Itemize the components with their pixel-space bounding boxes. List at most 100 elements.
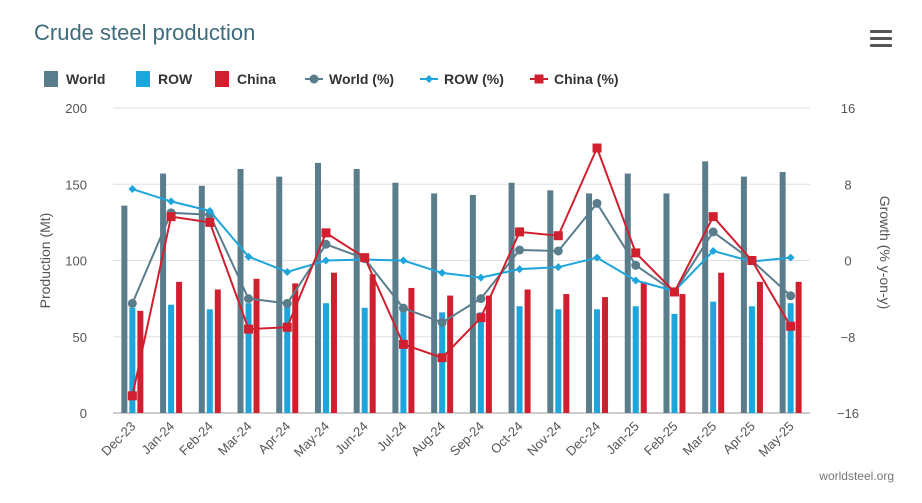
legend-label-china[interactable]: China [237, 71, 276, 87]
point-china[interactable] [282, 322, 292, 332]
bar-china[interactable] [292, 283, 299, 413]
point-row[interactable] [399, 256, 408, 265]
point-china[interactable] [786, 321, 796, 331]
bar-world[interactable] [586, 193, 593, 413]
point-world[interactable] [515, 245, 525, 255]
bar-china[interactable] [718, 272, 725, 413]
bar-world[interactable] [160, 173, 167, 413]
bar-row[interactable] [555, 309, 562, 413]
point-world[interactable] [708, 227, 718, 237]
bar-row[interactable] [322, 303, 329, 413]
point-row[interactable] [786, 253, 795, 262]
point-row[interactable] [593, 253, 602, 262]
point-china[interactable] [631, 248, 641, 258]
bar-world[interactable] [121, 205, 128, 413]
point-china[interactable] [360, 253, 370, 263]
point-row[interactable] [515, 265, 524, 274]
point-china[interactable] [398, 339, 408, 349]
bar-row[interactable] [439, 312, 446, 413]
bar-row[interactable] [710, 301, 717, 413]
bar-china[interactable] [679, 294, 686, 413]
point-row[interactable] [128, 185, 137, 194]
bar-china[interactable] [330, 272, 337, 413]
bar-china[interactable] [485, 295, 492, 413]
bar-row[interactable] [671, 313, 678, 413]
point-china[interactable] [437, 353, 447, 363]
point-row[interactable] [283, 267, 292, 276]
bar-china[interactable] [524, 289, 531, 413]
bar-world[interactable] [198, 185, 205, 413]
point-row[interactable] [476, 273, 485, 282]
point-world[interactable] [244, 294, 254, 304]
point-row[interactable] [321, 256, 330, 265]
bar-row[interactable] [206, 309, 213, 413]
bar-world[interactable] [740, 176, 747, 413]
bar-world[interactable] [779, 172, 786, 413]
bar-china[interactable] [176, 281, 183, 413]
bar-row[interactable] [400, 307, 407, 413]
point-world[interactable] [592, 198, 602, 208]
legend-symbol-china[interactable] [215, 71, 229, 87]
point-world[interactable] [437, 317, 447, 327]
bar-china[interactable] [602, 297, 609, 413]
bar-row[interactable] [632, 306, 639, 413]
bar-china[interactable] [447, 295, 454, 413]
bar-row[interactable] [245, 303, 252, 413]
bar-china[interactable] [253, 278, 260, 413]
bar-china[interactable] [756, 281, 763, 413]
legend-symbol-row[interactable] [136, 71, 150, 87]
legend-label-china[interactable]: China (%) [554, 71, 619, 87]
point-china[interactable] [166, 212, 176, 222]
bar-world[interactable] [276, 176, 283, 413]
point-china[interactable] [127, 391, 137, 401]
bar-china[interactable] [563, 294, 570, 413]
bar-world[interactable] [702, 161, 709, 413]
bar-world[interactable] [431, 193, 438, 413]
point-china[interactable] [515, 227, 525, 237]
legend-label-world[interactable]: World [66, 71, 105, 87]
bar-world[interactable] [353, 169, 360, 413]
legend-symbol-world[interactable] [44, 71, 58, 87]
point-world[interactable] [631, 260, 641, 270]
bar-world[interactable] [663, 193, 670, 413]
bar-row[interactable] [516, 306, 523, 413]
point-world[interactable] [127, 298, 137, 308]
bar-row[interactable] [129, 307, 136, 413]
point-world[interactable] [398, 303, 408, 313]
point-china[interactable] [553, 231, 563, 241]
point-china[interactable] [321, 228, 331, 238]
point-row[interactable] [438, 268, 447, 277]
point-china[interactable] [205, 217, 215, 227]
point-row[interactable] [631, 276, 640, 285]
bar-row[interactable] [594, 309, 601, 413]
bar-row[interactable] [168, 304, 175, 413]
credits-link[interactable]: worldsteel.org [819, 469, 894, 483]
point-row[interactable] [167, 197, 176, 206]
point-world[interactable] [321, 239, 331, 249]
point-world[interactable] [282, 298, 292, 308]
point-world[interactable] [786, 291, 796, 301]
point-world[interactable] [476, 294, 486, 304]
bar-china[interactable] [214, 289, 221, 413]
bar-world[interactable] [508, 182, 515, 413]
bar-row[interactable] [361, 307, 368, 413]
bar-world[interactable] [237, 169, 244, 413]
point-china[interactable] [669, 287, 679, 297]
point-china[interactable] [747, 256, 757, 265]
menu-icon[interactable] [870, 30, 892, 48]
point-china[interactable] [244, 324, 254, 334]
bar-china[interactable] [408, 287, 415, 413]
bar-world[interactable] [624, 173, 631, 413]
point-row[interactable] [554, 263, 563, 272]
bar-row[interactable] [748, 306, 755, 413]
point-china[interactable] [476, 313, 486, 323]
bar-row[interactable] [787, 303, 794, 413]
point-china[interactable] [708, 212, 718, 222]
bar-world[interactable] [314, 162, 321, 413]
legend-label-world[interactable]: World (%) [329, 71, 394, 87]
legend-label-row[interactable]: ROW (%) [444, 71, 504, 87]
point-row[interactable] [244, 252, 253, 261]
bar-row[interactable] [477, 312, 484, 413]
bar-china[interactable] [795, 281, 802, 413]
legend-label-row[interactable]: ROW [158, 71, 193, 87]
